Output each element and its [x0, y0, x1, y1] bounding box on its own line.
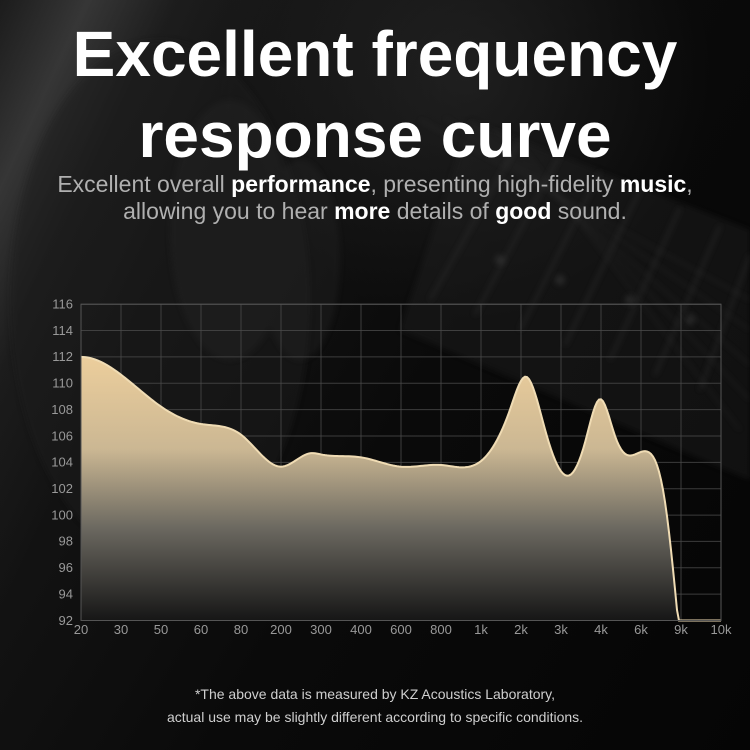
svg-text:80: 80: [234, 622, 248, 637]
svg-text:3k: 3k: [554, 622, 568, 637]
svg-text:200: 200: [270, 622, 292, 637]
svg-text:400: 400: [350, 622, 372, 637]
svg-text:114: 114: [52, 323, 73, 338]
svg-text:2k: 2k: [514, 622, 528, 637]
svg-text:106: 106: [51, 428, 73, 443]
svg-text:104: 104: [51, 455, 73, 470]
svg-text:1k: 1k: [474, 622, 488, 637]
svg-text:110: 110: [52, 376, 73, 391]
svg-text:50: 50: [154, 622, 168, 637]
svg-text:98: 98: [59, 534, 73, 549]
svg-text:9k: 9k: [674, 622, 688, 637]
svg-text:600: 600: [390, 622, 412, 637]
svg-text:20: 20: [74, 622, 88, 637]
svg-text:10k: 10k: [711, 622, 732, 637]
svg-text:6k: 6k: [634, 622, 648, 637]
svg-text:116: 116: [52, 297, 73, 312]
svg-text:96: 96: [59, 560, 73, 575]
svg-text:108: 108: [51, 402, 73, 417]
svg-text:100: 100: [51, 507, 73, 522]
svg-text:102: 102: [51, 481, 73, 496]
svg-text:30: 30: [114, 622, 128, 637]
svg-text:92: 92: [59, 613, 73, 628]
svg-text:800: 800: [430, 622, 452, 637]
svg-text:94: 94: [59, 587, 73, 602]
svg-text:60: 60: [194, 622, 208, 637]
svg-text:112: 112: [52, 349, 73, 364]
svg-text:4k: 4k: [594, 622, 608, 637]
svg-text:300: 300: [310, 622, 332, 637]
